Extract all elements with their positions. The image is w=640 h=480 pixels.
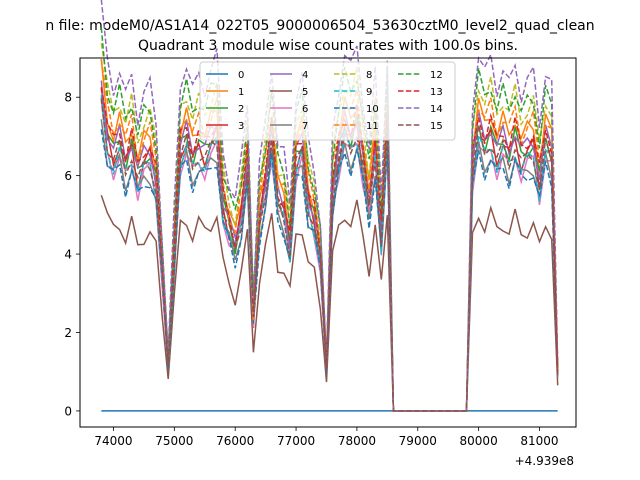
legend-label-5: 5 (302, 87, 308, 98)
x-tick-label: 80000 (460, 434, 498, 448)
x-tick-label: 74000 (94, 434, 132, 448)
axes-frame (79, 57, 577, 428)
series-line-5 (100, 195, 559, 412)
legend-label-0: 0 (238, 70, 244, 81)
legend-label-1: 1 (238, 87, 244, 98)
x-tick-label: 81000 (520, 434, 558, 448)
x-tick-label: 78000 (338, 434, 376, 448)
series-line-13 (100, 86, 559, 412)
x-tick-label: 76000 (216, 434, 254, 448)
legend-label-9: 9 (366, 87, 372, 98)
y-tick-label: 4 (64, 248, 72, 262)
legend-label-4: 4 (302, 70, 308, 81)
y-axis-ticks: 0 2 4 6 8 (64, 91, 80, 418)
x-tick-label: 79000 (399, 434, 437, 448)
legend-label-12: 12 (430, 70, 443, 81)
legend-label-11: 11 (366, 121, 379, 132)
legend-label-3: 3 (238, 121, 244, 132)
x-tick-label: 75000 (155, 434, 193, 448)
series-line-14 (100, 0, 559, 412)
series-line-15 (100, 98, 559, 412)
legend-label-2: 2 (238, 104, 244, 115)
legend-label-8: 8 (366, 70, 372, 81)
legend-label-15: 15 (430, 121, 443, 132)
y-tick-label: 8 (64, 91, 72, 105)
plot-lines (100, 0, 559, 412)
legend-box (199, 61, 456, 141)
legend-label-14: 14 (430, 104, 443, 115)
legend-label-10: 10 (366, 104, 379, 115)
y-tick-label: 2 (64, 326, 72, 340)
figure-suptitle: n file: modeM0/AS1A14_022T05_9000006504_… (45, 18, 594, 34)
series-line-12 (100, 27, 559, 412)
legend-label-7: 7 (302, 121, 308, 132)
chart-title: Quadrant 3 module wise count rates with … (138, 38, 518, 54)
y-tick-label: 0 (64, 404, 72, 418)
y-tick-label: 6 (64, 169, 72, 183)
legend-label-13: 13 (430, 87, 443, 98)
x-axis-ticks: 74000 75000 76000 77000 78000 79000 80000 81000 (94, 427, 559, 448)
x-axis-offset-label: +4.939e8 (515, 454, 574, 468)
x-tick-label: 77000 (277, 434, 315, 448)
legend-label-6: 6 (302, 104, 308, 115)
